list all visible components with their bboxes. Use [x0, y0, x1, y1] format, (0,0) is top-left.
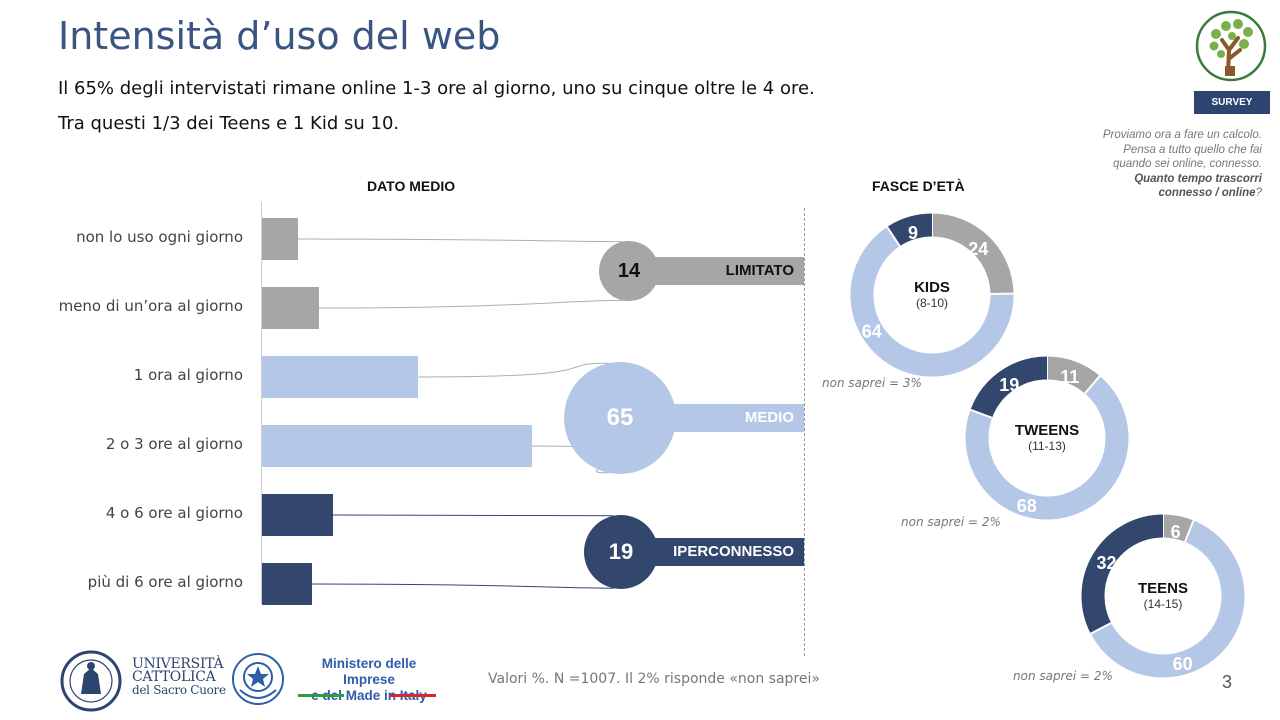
donut-slice — [970, 356, 1048, 419]
group-bubble: 19 — [584, 515, 658, 589]
donut-value-label: 11 — [1060, 367, 1079, 387]
page-number: 3 — [1222, 672, 1233, 692]
category-label: più di 6 ore al giorno — [87, 573, 243, 591]
donut-value-label: 64 — [862, 322, 882, 342]
ucsc-line-2: CATTOLICA — [132, 669, 216, 685]
donut-slice — [850, 226, 1014, 377]
donut-name: TWEENS — [1014, 422, 1080, 439]
donut-slice — [965, 375, 1129, 520]
mimit-wordmark: Ministero delle Imprese e del Made in It… — [295, 656, 443, 704]
donut-age-range: (11-13) — [1028, 439, 1066, 453]
ucsc-line-1: UNIVERSITÀ — [132, 656, 224, 672]
question-bold: Quanto tempo trascorri connesso / online — [1134, 172, 1262, 200]
donut-value-label: 60 — [1173, 654, 1193, 674]
donut-age-range: (8-10) — [915, 296, 948, 310]
subtitle-line-1: Il 65% degli intervistati rimane online … — [58, 78, 815, 99]
donut-slice — [887, 213, 933, 247]
survey-badge: SURVEY — [1194, 91, 1270, 114]
donut-value-label: 32 — [1097, 553, 1117, 573]
non-saprei-note: non saprei = 3% — [822, 376, 922, 390]
donut-slice — [931, 213, 1014, 295]
group-bubble: 14 — [599, 241, 659, 301]
bar — [262, 425, 532, 467]
category-label: 4 o 6 ore al giorno — [105, 504, 243, 522]
subtitle-line-2: Tra questi 1/3 dei Teens e 1 Kid su 10. — [58, 113, 400, 134]
donut-age-range: (14-15) — [1143, 597, 1183, 611]
page-title: Intensità d’uso del web — [58, 14, 501, 58]
connector-line — [418, 362, 609, 378]
survey-tree-logo-icon — [1195, 10, 1267, 82]
bar — [262, 218, 298, 260]
slice-separator — [1084, 375, 1101, 395]
donut-value-label: 6 — [1171, 522, 1181, 542]
ucsc-seal-icon — [60, 650, 122, 712]
donut-value-label: 19 — [999, 375, 1019, 395]
bar-chart-axis — [261, 202, 262, 604]
ucsc-line-3: del Sacro Cuore — [132, 683, 226, 697]
flag-stripe-red — [390, 694, 436, 697]
bar-chart-title: DATO MEDIO — [367, 178, 456, 194]
flag-stripe-green — [298, 694, 344, 697]
bar — [262, 356, 419, 398]
non-saprei-note: non saprei = 2% — [901, 515, 1001, 529]
donut-chart: 24 64 9 — [850, 213, 1014, 377]
bar — [262, 494, 333, 536]
donut-slice — [1046, 356, 1100, 394]
divider-dashed-line — [804, 208, 805, 656]
category-label: 2 o 3 ore al giorno — [105, 435, 243, 453]
connector-line — [318, 299, 624, 309]
ucsc-wordmark: UNIVERSITÀ CATTOLICA del Sacro Cuore — [132, 656, 226, 697]
connector-line — [332, 514, 614, 517]
donut-value-label: 9 — [908, 223, 918, 243]
donut-section-title: FASCE D’ETÀ — [872, 178, 965, 194]
donut-center-label: TWEENS (11-13) — [987, 422, 1107, 453]
group-bubble: 65 — [564, 362, 676, 474]
donut-value-label: 68 — [1017, 496, 1037, 516]
donut-center-label: KIDS (8-10) — [872, 279, 992, 310]
slice-separator — [1090, 622, 1112, 635]
connector-line — [311, 583, 614, 589]
category-label: meno di un’ora al giorno — [58, 297, 243, 315]
question-plain: Proviamo ora a fare un calcolo. Pensa a … — [1102, 129, 1262, 170]
italian-emblem-icon — [232, 653, 284, 705]
donut-name: KIDS — [914, 279, 950, 296]
donut-slice — [1090, 520, 1245, 678]
slice-separator — [1184, 520, 1195, 543]
slice-separator — [970, 408, 993, 419]
donut-value-label: 24 — [968, 239, 988, 259]
category-label: non lo uso ogni giorno — [76, 228, 243, 246]
connector-line — [297, 238, 624, 243]
mimit-line-2: e del Made in Italy — [311, 688, 427, 703]
donut-chart: 6 60 32 — [1081, 514, 1245, 678]
slice-separator — [886, 226, 901, 247]
bar — [262, 287, 319, 329]
donut-chart: 11 68 19 — [965, 356, 1129, 520]
category-label: 1 ora al giorno — [133, 366, 243, 384]
donut-name: TEENS — [1137, 580, 1188, 597]
question-text: Proviamo ora a fare un calcolo. Pensa a … — [1096, 128, 1262, 201]
question-end: ? — [1255, 187, 1262, 199]
mimit-line-1: Ministero delle Imprese — [321, 656, 417, 687]
bar — [262, 563, 312, 605]
footnote: Valori %. N =1007. Il 2% risponde «non s… — [488, 671, 820, 687]
donut-center-label: TEENS (14-15) — [1103, 580, 1223, 611]
donut-slice — [1081, 514, 1164, 634]
non-saprei-note: non saprei = 2% — [1013, 669, 1113, 683]
